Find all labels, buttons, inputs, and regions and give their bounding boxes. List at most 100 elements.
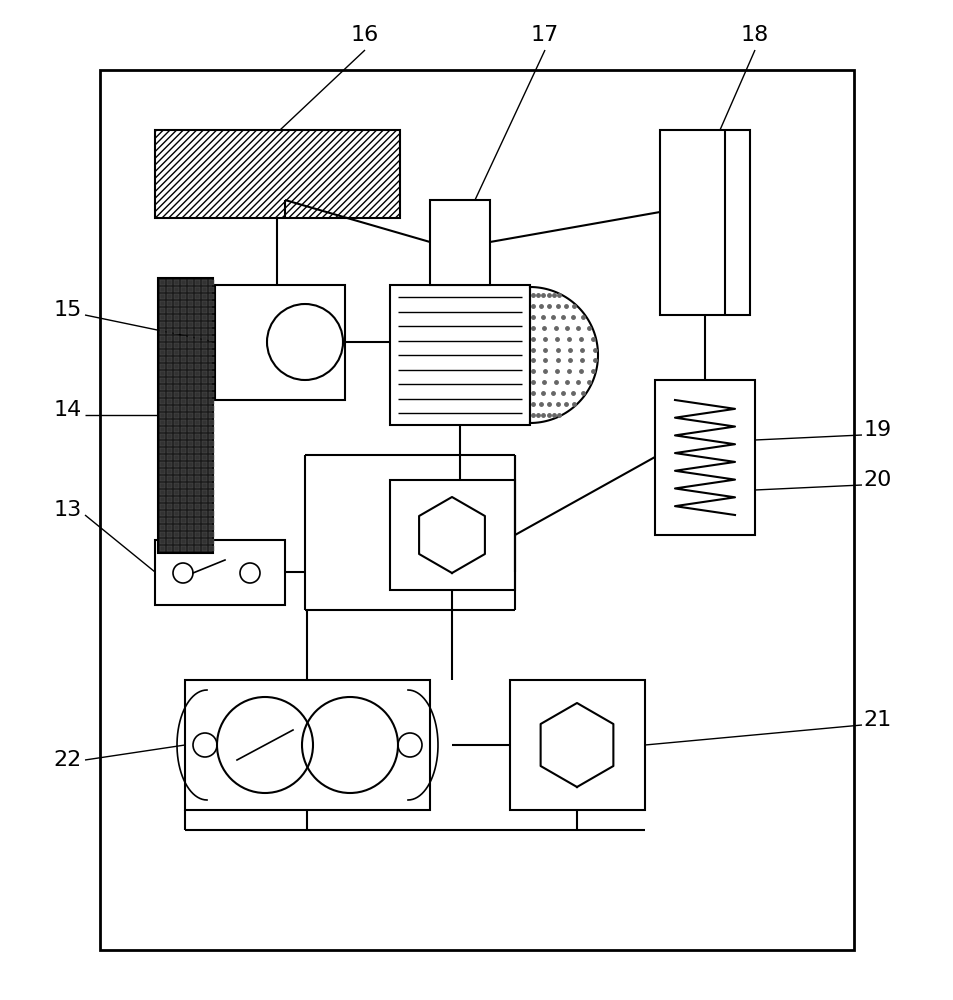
- Bar: [202, 406, 207, 411]
- Bar: [181, 378, 186, 383]
- Bar: [194, 413, 200, 418]
- Bar: [194, 420, 200, 425]
- Bar: [209, 546, 213, 551]
- Text: 19: 19: [863, 420, 891, 440]
- Bar: [188, 448, 193, 453]
- Bar: [202, 322, 207, 327]
- Bar: [173, 525, 179, 530]
- Bar: [194, 455, 200, 460]
- Bar: [188, 343, 193, 348]
- Text: 14: 14: [53, 400, 82, 420]
- Bar: [160, 518, 165, 523]
- Bar: [173, 315, 179, 320]
- Bar: [173, 294, 179, 299]
- Bar: [167, 315, 172, 320]
- Bar: [181, 371, 186, 376]
- Bar: [209, 357, 213, 362]
- Bar: [167, 476, 172, 481]
- Bar: [188, 455, 193, 460]
- Bar: [188, 308, 193, 313]
- Bar: [181, 406, 186, 411]
- Bar: [167, 329, 172, 334]
- Bar: [194, 399, 200, 404]
- Bar: [194, 476, 200, 481]
- Bar: [209, 490, 213, 495]
- Bar: [202, 413, 207, 418]
- Bar: [160, 525, 165, 530]
- Bar: [173, 518, 179, 523]
- Bar: [181, 294, 186, 299]
- Bar: [181, 336, 186, 341]
- Bar: [181, 385, 186, 390]
- Bar: [160, 336, 165, 341]
- Bar: [167, 280, 172, 285]
- Bar: [188, 476, 193, 481]
- Bar: [194, 322, 200, 327]
- Bar: [167, 392, 172, 397]
- Bar: [188, 497, 193, 502]
- Bar: [173, 490, 179, 495]
- Bar: [160, 476, 165, 481]
- Bar: [173, 343, 179, 348]
- Bar: [188, 350, 193, 355]
- Bar: [173, 483, 179, 488]
- Bar: [160, 483, 165, 488]
- Bar: [173, 301, 179, 306]
- Bar: [181, 483, 186, 488]
- Bar: [173, 280, 179, 285]
- Bar: [194, 350, 200, 355]
- Bar: [160, 287, 165, 292]
- Bar: [173, 455, 179, 460]
- Bar: [209, 483, 213, 488]
- Bar: [167, 371, 172, 376]
- Bar: [209, 532, 213, 537]
- Bar: [202, 497, 207, 502]
- Bar: [181, 301, 186, 306]
- Bar: [167, 308, 172, 313]
- Bar: [202, 294, 207, 299]
- Bar: [209, 406, 213, 411]
- Bar: [194, 434, 200, 439]
- Bar: [188, 294, 193, 299]
- Text: 13: 13: [53, 500, 82, 520]
- Bar: [167, 427, 172, 432]
- Bar: [209, 511, 213, 516]
- Bar: [188, 483, 193, 488]
- Text: 15: 15: [53, 300, 82, 320]
- Bar: [188, 413, 193, 418]
- Bar: [202, 427, 207, 432]
- Bar: [202, 287, 207, 292]
- Bar: [194, 497, 200, 502]
- Bar: [188, 406, 193, 411]
- Bar: [181, 539, 186, 544]
- Bar: [167, 364, 172, 369]
- Bar: [194, 392, 200, 397]
- Bar: [202, 546, 207, 551]
- Bar: [160, 399, 165, 404]
- Bar: [188, 329, 193, 334]
- Bar: [167, 413, 172, 418]
- Bar: [209, 497, 213, 502]
- Bar: [209, 336, 213, 341]
- Bar: [188, 378, 193, 383]
- Bar: [160, 329, 165, 334]
- Bar: [188, 462, 193, 467]
- Bar: [194, 441, 200, 446]
- Bar: [510, 680, 644, 810]
- Bar: [160, 448, 165, 453]
- Bar: [160, 301, 165, 306]
- Bar: [167, 490, 172, 495]
- Bar: [209, 378, 213, 383]
- Bar: [202, 539, 207, 544]
- Bar: [154, 130, 399, 218]
- Bar: [202, 490, 207, 495]
- Bar: [188, 441, 193, 446]
- Bar: [194, 427, 200, 432]
- Bar: [194, 378, 200, 383]
- Bar: [173, 462, 179, 467]
- Bar: [160, 497, 165, 502]
- Bar: [209, 329, 213, 334]
- Bar: [173, 441, 179, 446]
- Bar: [173, 378, 179, 383]
- Bar: [181, 350, 186, 355]
